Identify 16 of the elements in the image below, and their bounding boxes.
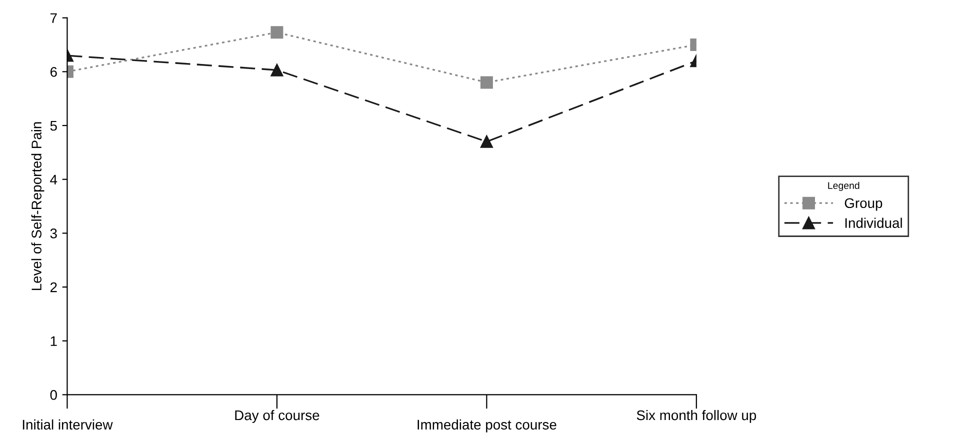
x-tick-label: Day of course — [235, 410, 320, 423]
y-tick-label: 4 — [50, 174, 58, 184]
legend-label: Group — [844, 198, 882, 211]
legend-label: Individual — [845, 218, 902, 228]
x-tick-label: Initial interview — [22, 419, 113, 430]
y-tick-label: 3 — [50, 228, 57, 238]
y-axis-title: Level of Self-Reported Pain — [31, 122, 44, 290]
y-tick-label: 6 — [50, 67, 57, 77]
y-tick-label: 7 — [50, 13, 57, 23]
y-tick-label: 2 — [50, 282, 57, 292]
y-tick-label: 0 — [50, 390, 57, 400]
y-tick-label: 1 — [50, 336, 57, 346]
x-tick-label: Six month follow up — [636, 410, 756, 423]
legend-title: Legend — [828, 182, 860, 191]
x-tick-label: Immediate post course — [418, 419, 556, 432]
y-tick-label: 5 — [50, 120, 57, 131]
